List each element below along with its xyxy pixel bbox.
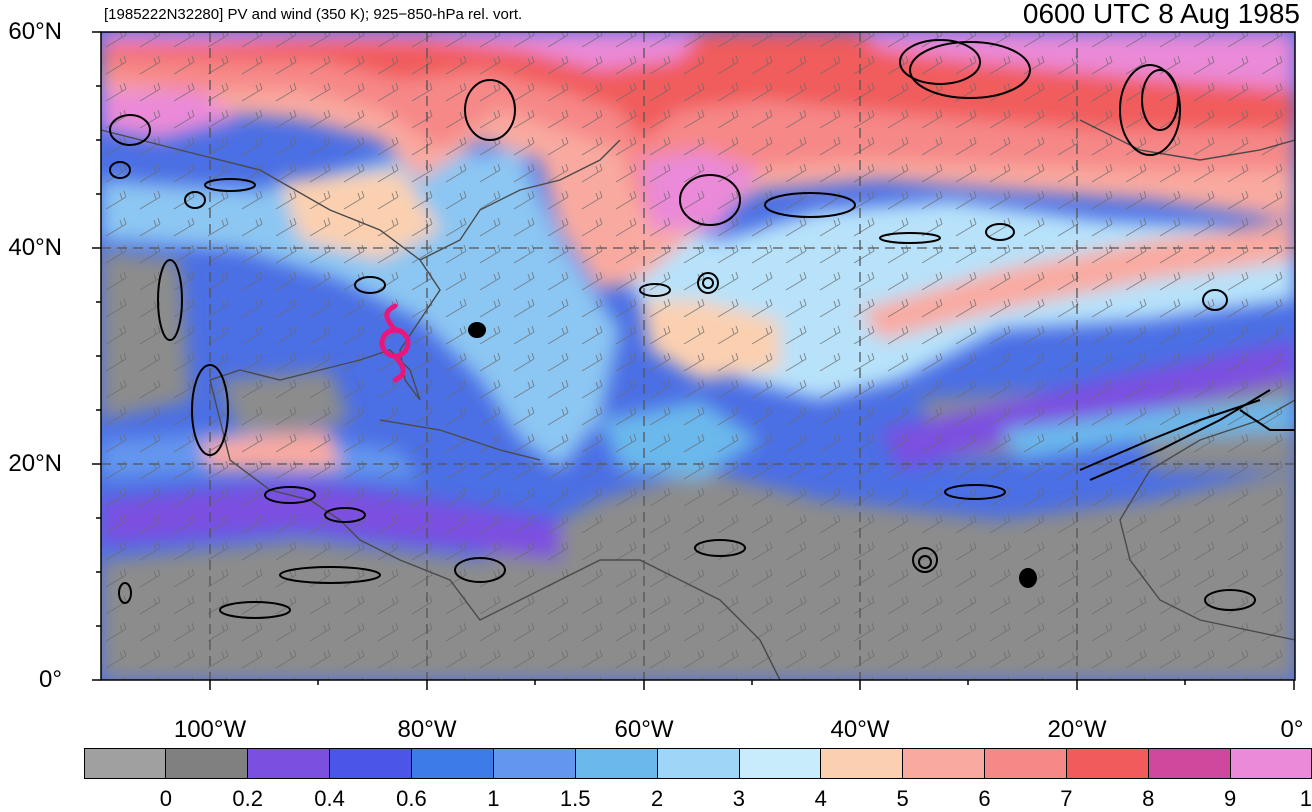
- colorbar-swatch: [1067, 748, 1150, 779]
- colorbar-swatch: [657, 748, 740, 779]
- colorbar-tick-label: 0.6: [396, 786, 427, 811]
- colorbar-swatch: [411, 748, 494, 779]
- colorbar-tick-label: 3: [732, 786, 746, 811]
- colorbar-tick-label: 10: [1299, 786, 1312, 811]
- tropical-storm-icon: [379, 303, 411, 383]
- lon-label: 20°W: [1047, 716, 1107, 743]
- colorbar-swatch: [165, 748, 248, 779]
- lat-label: 60°N: [8, 18, 62, 45]
- colorbar-tick-label: 4: [814, 786, 827, 811]
- lon-label: 40°W: [830, 716, 890, 743]
- colorbar-tick-label: 0: [159, 786, 172, 811]
- map-timestamp: 0600 UTC 8 Aug 1985: [1022, 0, 1300, 29]
- colorbar-swatch: [493, 748, 576, 779]
- colorbar-tick-label: 0.2: [232, 786, 264, 811]
- colorbar-swatch: [1231, 748, 1312, 779]
- lon-label: 100°W: [173, 716, 247, 743]
- colorbar-swatch: [903, 748, 986, 779]
- lon-label: 0°: [1280, 716, 1304, 743]
- colorbar-swatch: [84, 748, 166, 779]
- colorbar-swatch: [1149, 748, 1232, 779]
- map-subtitle: [1985222N32280] PV and wind (350 K); 925…: [104, 6, 523, 23]
- colorbar-swatch: [575, 748, 658, 779]
- colorbar-tick-label: 1.5: [559, 786, 591, 811]
- vorticity-contours: [109, 39, 1295, 619]
- lat-label: 40°N: [8, 234, 62, 261]
- colorbar-tick-label: 8: [1142, 786, 1155, 811]
- map-border: [92, 31, 1296, 690]
- lon-label: 60°W: [614, 716, 674, 743]
- colorbar-swatch: [985, 748, 1068, 779]
- coastlines: [101, 119, 1295, 680]
- colorbar-tick-label: 2: [650, 786, 664, 811]
- colorbar-tick-label: 5: [896, 786, 909, 811]
- colorbar-swatch: [329, 748, 412, 779]
- colorbar-tick-label: 9: [1224, 786, 1237, 811]
- lon-label: 80°W: [397, 716, 457, 743]
- colorbar-swatch: [821, 748, 904, 779]
- colorbar-tick-label: 1: [487, 786, 500, 811]
- colorbar-tick-label: 7: [1060, 786, 1073, 811]
- pv-colorbar: [84, 748, 1312, 779]
- colorbar-swatch: [739, 748, 822, 779]
- colorbar-tick-label: 0.4: [314, 786, 345, 811]
- lat-label: 20°N: [8, 450, 62, 477]
- colorbar-swatch: [247, 748, 330, 779]
- colorbar-tick-label: 6: [978, 786, 991, 811]
- pv-shading: [101, 32, 1295, 680]
- lat-label: 0°: [39, 666, 62, 693]
